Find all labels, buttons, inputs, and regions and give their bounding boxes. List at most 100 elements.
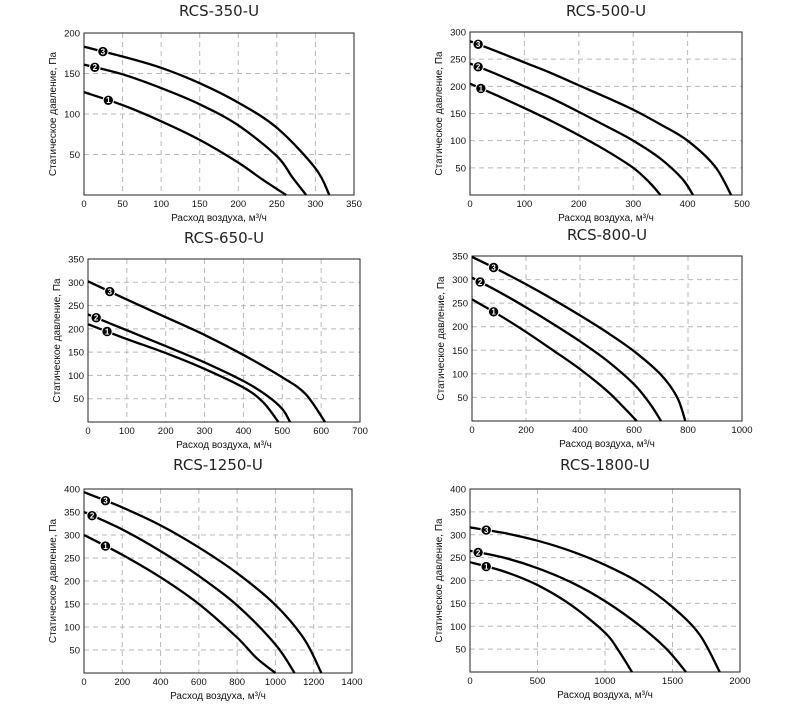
x-axis-label: Расход воздуха, м³/ч [559,439,655,450]
curve-number-badge: 2 [472,61,484,73]
badge-circle [89,61,101,74]
badge-number: 3 [103,497,108,506]
fan-curve-3 [87,280,326,423]
y-axis-label: Статическое давление, Па [434,51,445,176]
y-tick-label: 150 [450,109,466,120]
x-tick-label: 200 [114,677,130,688]
fan-curve-2 [469,62,695,196]
fan-curve-3 [471,255,687,422]
x-tick-label: 200 [518,425,534,436]
x-tick-label: 100 [153,199,169,210]
y-tick-label: 200 [64,29,80,40]
y-tick-label: 250 [68,301,84,312]
fan-curve-2 [469,549,687,673]
x-tick-label: 2000 [729,676,750,687]
plot-frame [469,488,741,673]
y-tick-label: 300 [452,275,468,286]
fan-curve-1 [471,298,638,422]
fan-curve-2 [471,276,662,422]
x-tick-label: 400 [153,677,169,688]
y-tick-label: 300 [450,530,466,541]
x-tick-label: 0 [81,199,86,210]
x-tick-label: 350 [346,199,362,210]
badge-number: 1 [491,308,496,317]
x-axis-label: Расход воздуха, м³/ч [170,691,266,702]
fan-curve-3 [469,526,721,673]
x-tick-label: 600 [191,677,207,688]
y-tick-label: 400 [64,485,80,496]
plot-frame [83,488,353,674]
x-tick-label: 100 [119,426,135,437]
curve-number-badge: 3 [104,285,116,298]
badge-circle [99,540,112,552]
badge-number: 2 [478,278,483,287]
plot-frame [469,31,743,196]
fan-curve-2 [83,63,308,196]
badge-number: 3 [476,40,481,49]
y-tick-label: 50 [73,394,84,405]
chart-title: RCS-1800-U [560,456,650,474]
y-axis-label: Статическое давление, Па [52,278,63,403]
x-tick-label: 200 [230,199,246,210]
plot-frame [87,258,361,423]
curve-number-badge: 2 [89,61,101,74]
chart-title: RCS-1250-U [173,456,263,474]
x-tick-label: 200 [158,426,174,437]
curve-number-badge: 1 [102,94,115,106]
badge-number: 3 [101,47,106,56]
x-tick-label: 1000 [594,676,615,687]
y-tick-label: 200 [452,322,468,333]
y-tick-label: 100 [64,110,80,121]
x-tick-label: 600 [313,426,329,437]
y-tick-label: 150 [68,348,84,359]
x-tick-label: 500 [734,199,750,210]
badge-number: 1 [484,562,489,571]
badge-circle [475,82,487,95]
x-tick-label: 800 [680,425,696,436]
y-tick-label: 100 [450,622,466,633]
x-tick-label: 600 [626,425,642,436]
badge-circle [472,546,484,559]
fan-curve-1 [83,533,277,674]
y-tick-label: 300 [450,28,466,39]
badge-circle [480,560,492,573]
y-tick-label: 50 [455,645,466,656]
x-tick-label: 500 [530,676,546,687]
y-axis-label: Статическое давление, Па [434,518,445,643]
badge-circle [102,94,115,106]
badge-circle [101,325,113,338]
badge-circle [472,38,484,51]
x-axis-label: Расход воздуха, м³/ч [558,213,654,224]
x-tick-label: 100 [516,199,532,210]
plot-frame [83,32,355,196]
y-tick-label: 150 [450,599,466,610]
fan-curve-1 [87,323,280,423]
y-tick-label: 350 [450,507,466,518]
badge-number: 3 [491,263,496,272]
badge-number: 2 [94,314,99,323]
x-tick-label: 800 [229,677,245,688]
badge-number: 2 [90,512,95,521]
fan-curve-3 [83,45,331,196]
x-tick-label: 500 [274,426,290,437]
x-tick-label: 1200 [303,677,324,688]
y-axis-label: Статическое давление, Па [48,51,59,176]
x-axis-label: Расход воздуха, м³/ч [557,690,653,701]
x-tick-label: 1000 [731,425,752,436]
chart-title: RCS-350-U [179,2,259,20]
badge-circle [474,276,486,288]
badge-number: 3 [108,287,113,296]
y-tick-label: 50 [69,150,80,161]
chart-rcs-650-u: RCS-650-U 0 100 200 300 400 500 600 700 50 100 150 2… [52,229,368,451]
x-axis-label: Расход воздуха, м³/ч [176,440,272,451]
x-tick-label: 1000 [265,677,286,688]
x-tick-label: 1500 [662,676,683,687]
x-tick-label: 0 [469,425,474,436]
y-tick-label: 200 [68,324,84,335]
x-tick-label: 0 [81,677,86,688]
curve-number-badge: 1 [487,306,500,318]
badge-circle [99,495,112,507]
y-tick-label: 350 [68,255,84,266]
y-tick-label: 150 [64,69,80,80]
y-tick-label: 100 [68,371,84,382]
